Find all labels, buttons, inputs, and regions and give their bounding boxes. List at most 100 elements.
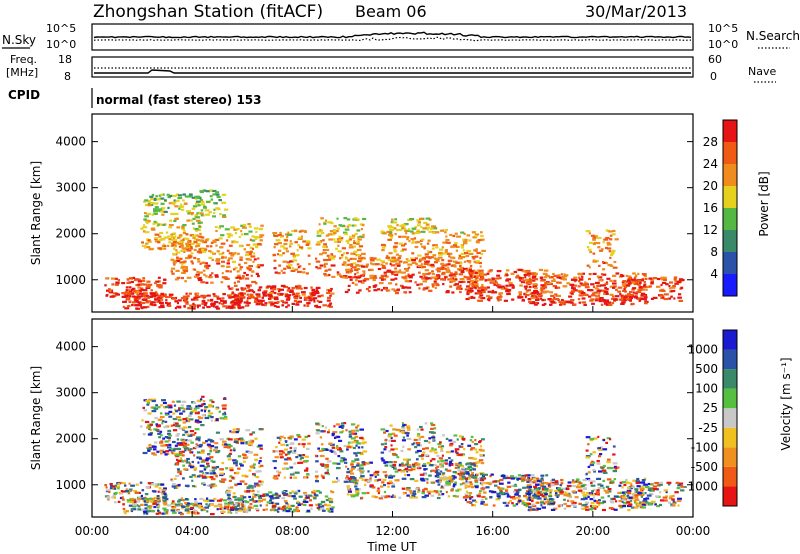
heatmap-cell — [530, 503, 535, 506]
heatmap-cell — [343, 480, 349, 483]
heatmap-cell — [170, 448, 174, 451]
y-tick-label: 3000 — [55, 181, 86, 195]
heatmap-cell — [446, 270, 451, 274]
heatmap-cell — [580, 484, 585, 488]
heatmap-cell — [442, 434, 445, 437]
heatmap-cell — [482, 474, 485, 478]
heatmap-cell — [481, 249, 486, 252]
heatmap-cell — [289, 242, 294, 246]
heatmap-cell — [246, 486, 252, 489]
heatmap-cell — [154, 212, 158, 215]
heatmap-cell — [337, 250, 342, 253]
heatmap-cell — [204, 473, 207, 476]
heatmap-cell — [316, 241, 322, 244]
heatmap-cell — [137, 508, 141, 511]
heatmap-cell — [604, 246, 608, 250]
heatmap-cell — [394, 273, 399, 276]
heatmap-cell — [119, 492, 124, 495]
heatmap-cell — [392, 494, 395, 497]
heatmap-cell — [146, 238, 149, 241]
heatmap-cell — [621, 481, 627, 484]
heatmap-cell — [493, 283, 496, 286]
heatmap-cell — [347, 259, 350, 262]
heatmap-cell — [293, 497, 297, 500]
heatmap-cell — [180, 276, 184, 280]
heatmap-cell — [570, 500, 575, 503]
heatmap-cell — [297, 461, 301, 464]
heatmap-cell — [455, 249, 458, 252]
heatmap-cell — [345, 268, 350, 271]
heatmap-cell — [365, 263, 369, 266]
heatmap-cell — [200, 236, 205, 239]
heatmap-cell — [382, 478, 387, 481]
heatmap-cell — [420, 435, 425, 438]
heatmap-cell — [589, 463, 595, 467]
heatmap-cell — [161, 420, 165, 423]
heatmap-cell — [174, 307, 178, 310]
heatmap-cell — [141, 295, 145, 298]
heatmap-cell — [396, 263, 401, 266]
heatmap-cell — [426, 462, 431, 465]
heatmap-cell — [193, 503, 197, 506]
heatmap-cell — [306, 509, 311, 512]
heatmap-cell — [524, 276, 527, 279]
heatmap-cell — [152, 292, 158, 296]
heatmap-cell — [323, 258, 328, 262]
heatmap-cell — [330, 253, 333, 256]
heatmap-cell — [289, 450, 293, 453]
heatmap-cell — [412, 240, 414, 243]
heatmap-cell — [643, 280, 646, 284]
heatmap-cell — [480, 286, 484, 289]
heatmap-cell — [560, 273, 563, 276]
heatmap-cell — [344, 290, 349, 294]
heatmap-cell — [226, 294, 232, 297]
heatmap-cell — [155, 512, 159, 515]
heatmap-cell — [383, 431, 387, 434]
heatmap-cell — [329, 294, 332, 297]
heatmap-cell — [167, 244, 170, 247]
heatmap-cell — [446, 290, 450, 293]
heatmap-cell — [174, 235, 177, 238]
heatmap-cell — [156, 450, 160, 453]
heatmap-cell — [261, 303, 265, 306]
heatmap-cell — [500, 474, 506, 477]
heatmap-cell — [311, 491, 316, 494]
heatmap-cell — [223, 505, 229, 508]
heatmap-cell — [673, 276, 678, 279]
heatmap-cell — [272, 254, 276, 257]
heatmap-cell — [228, 490, 232, 493]
heatmap-cell — [262, 294, 268, 297]
heatmap-cell — [140, 283, 145, 286]
heatmap-cell — [469, 439, 473, 442]
heatmap-cell — [471, 296, 476, 299]
heatmap-cell — [286, 505, 292, 508]
heatmap-cell — [459, 445, 464, 448]
heatmap-cell — [172, 232, 177, 235]
heatmap-cell — [609, 238, 613, 241]
heatmap-cell — [140, 306, 145, 309]
heatmap-cell — [649, 487, 654, 490]
heatmap-cell — [345, 465, 348, 468]
heatmap-cell — [381, 459, 386, 462]
heatmap-cell — [140, 227, 144, 230]
heatmap-cell — [520, 478, 526, 481]
heatmap-cell — [454, 283, 459, 286]
heatmap-cell — [242, 507, 247, 510]
heatmap-cell — [421, 265, 426, 268]
heatmap-cell — [227, 446, 231, 449]
heatmap-cell — [364, 278, 370, 281]
heatmap-cell — [188, 292, 192, 295]
heatmap-cell — [222, 413, 226, 416]
heatmap-cell — [315, 266, 318, 269]
heatmap-cell — [106, 289, 110, 292]
heatmap-cell — [678, 278, 684, 281]
heatmap-cell — [541, 485, 547, 488]
heatmap-cell — [219, 417, 225, 420]
heatmap-cell — [183, 407, 186, 410]
heatmap-cell — [634, 282, 639, 285]
heatmap-cell — [230, 511, 233, 514]
heatmap-cell — [148, 443, 152, 447]
heatmap-cell — [365, 265, 369, 268]
heatmap-cell — [335, 423, 341, 426]
heatmap-cell — [425, 217, 431, 220]
